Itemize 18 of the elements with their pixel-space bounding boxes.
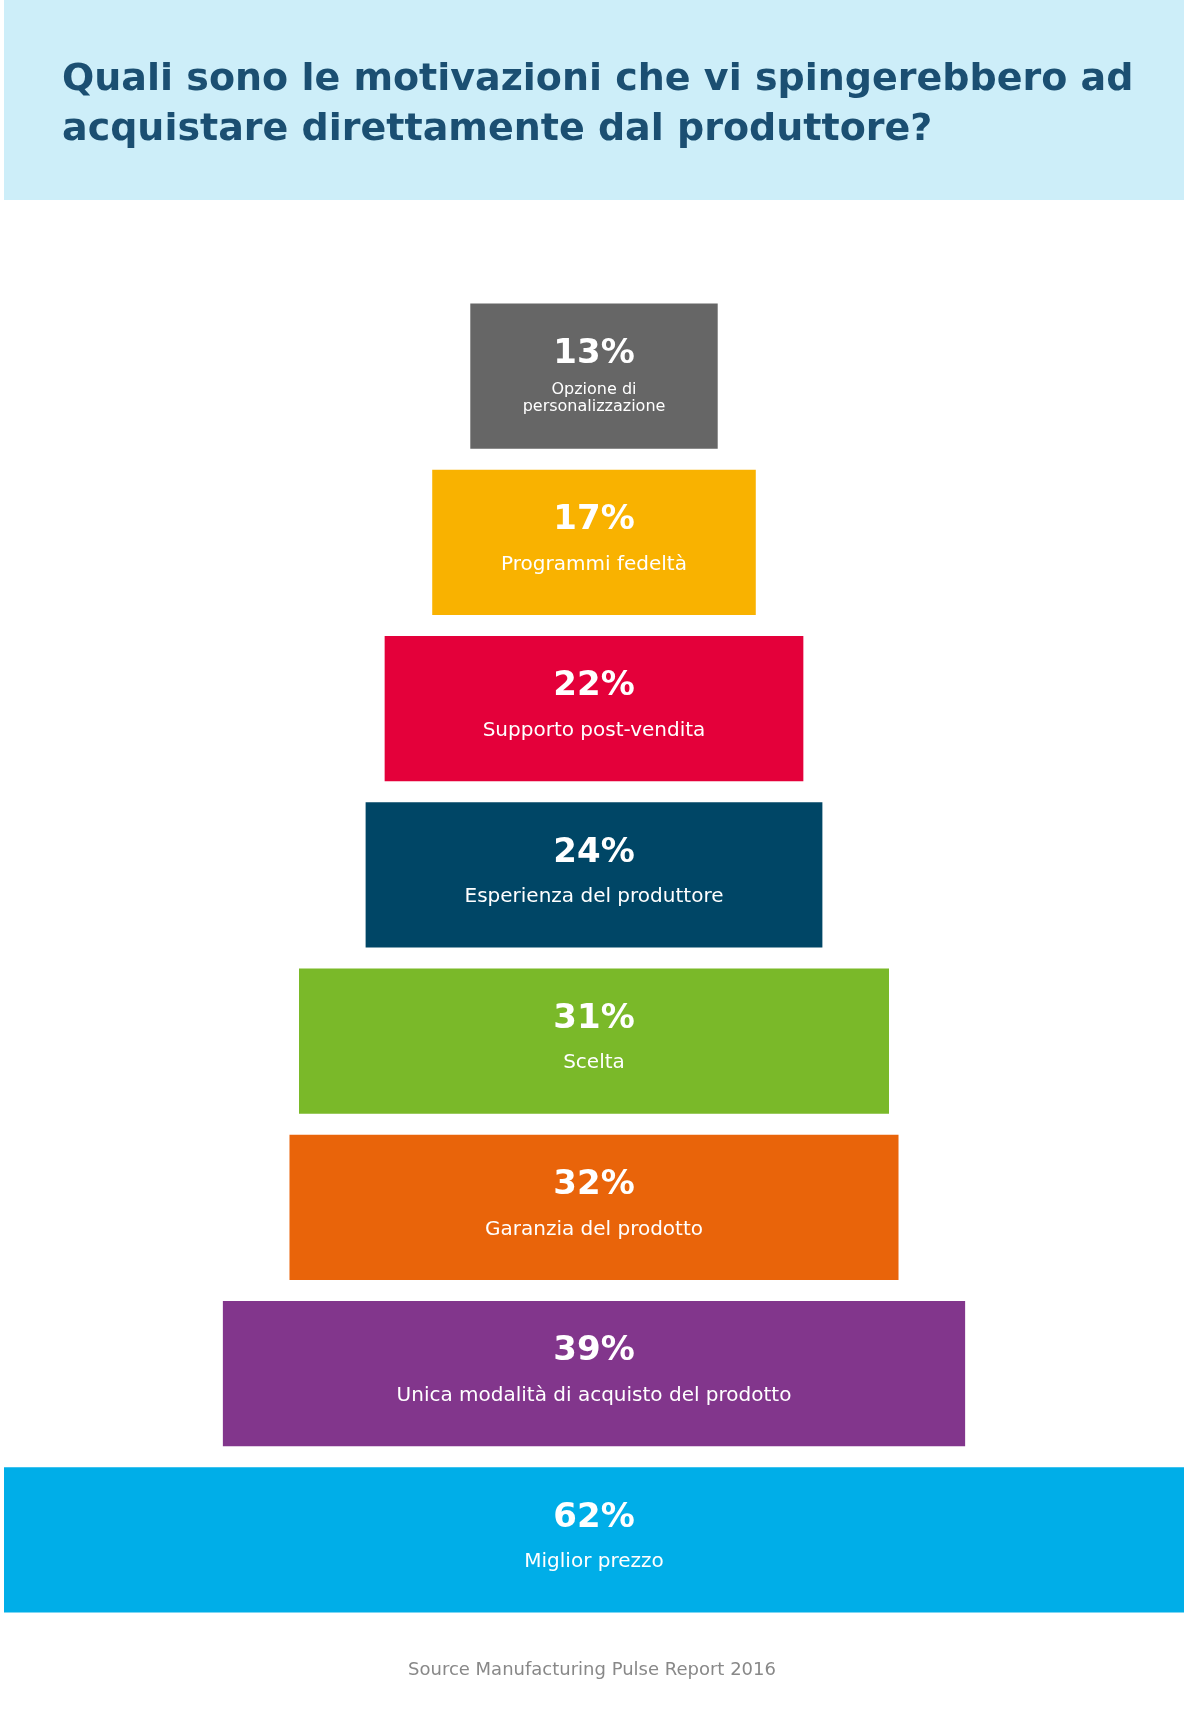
data-label: 13% xyxy=(553,330,635,371)
category-label: Scelta xyxy=(563,1049,625,1074)
category-label: Programmi fedeltà xyxy=(501,550,687,575)
data-label: 22% xyxy=(553,663,635,704)
text: Quali sono le motivazioni che vi spingerebbero ad acquistare direttamente dal produttore? xyxy=(62,54,1135,151)
data-label: 62% xyxy=(553,1494,635,1535)
category-label: Supporto post-vendita xyxy=(482,716,706,741)
data-label: 32% xyxy=(553,1162,635,1203)
source-note: Source Manufacturing Pulse Report 2016 xyxy=(407,1658,777,1679)
category-label: Unica modalità di acquisto del prodotto xyxy=(396,1381,792,1406)
data-label: 31% xyxy=(553,995,635,1036)
data-label: 39% xyxy=(553,1328,635,1369)
data-label: 17% xyxy=(553,497,635,538)
category-label: Miglior prezzo xyxy=(524,1548,664,1573)
category-label: Esperienza del produttore xyxy=(464,883,724,908)
data-label: 24% xyxy=(553,829,635,870)
category-label: Opzione di personalizzazione xyxy=(522,379,666,416)
category-label: Garanzia del prodotto xyxy=(484,1215,704,1240)
